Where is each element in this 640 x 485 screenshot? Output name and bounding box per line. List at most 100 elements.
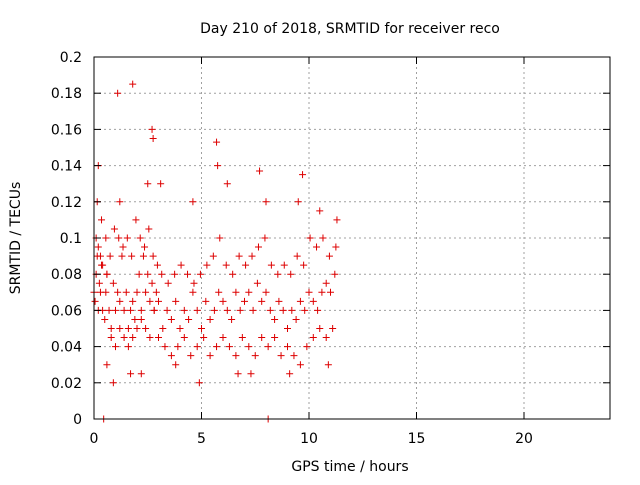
data-point	[187, 352, 195, 360]
data-point	[152, 288, 160, 296]
data-point	[318, 288, 326, 296]
data-point	[137, 370, 145, 378]
data-point	[236, 306, 244, 314]
data-point	[101, 315, 109, 323]
data-point	[288, 306, 296, 314]
data-point	[193, 343, 201, 351]
data-point	[149, 134, 157, 142]
data-point	[155, 297, 162, 305]
data-point	[222, 261, 230, 269]
data-point	[167, 352, 175, 360]
data-point	[213, 138, 221, 146]
data-point	[172, 297, 180, 305]
data-point	[280, 261, 288, 269]
data-point	[198, 325, 205, 332]
y-tick-label: 0.04	[51, 340, 82, 356]
data-point	[137, 315, 145, 323]
data-point	[91, 297, 99, 305]
x-tick-label: 10	[300, 431, 318, 447]
data-point	[144, 270, 152, 278]
data-point	[215, 288, 223, 296]
data-point	[303, 343, 311, 351]
data-point	[135, 270, 143, 278]
data-point	[172, 361, 180, 369]
data-point	[299, 171, 307, 179]
data-point	[118, 252, 126, 260]
data-point	[284, 325, 291, 332]
data-point	[277, 352, 285, 360]
data-point	[157, 180, 165, 188]
data-point	[296, 297, 304, 305]
data-point	[155, 334, 162, 342]
data-point	[258, 334, 266, 342]
data-point	[189, 198, 197, 206]
data-point	[290, 352, 298, 360]
data-point	[161, 343, 169, 351]
data-point	[159, 325, 167, 332]
data-point	[184, 270, 192, 278]
data-point	[109, 279, 117, 287]
plot-frame	[93, 56, 611, 420]
data-point	[256, 167, 264, 175]
y-tick-label: 0.18	[51, 86, 82, 102]
data-point	[262, 288, 270, 296]
data-point	[116, 198, 124, 206]
data-point	[214, 162, 222, 170]
data-point	[319, 234, 327, 242]
data-point	[174, 343, 182, 351]
data-point	[196, 270, 204, 278]
axis-ticks: 0 0.02 0.04 0.06 0.08 0.1 0.12 0.14 0.16 0.18 0.2 0…	[51, 50, 610, 447]
data-point	[107, 325, 115, 332]
data-point	[99, 261, 107, 269]
data-point	[163, 306, 171, 314]
data-point	[115, 234, 123, 242]
data-point	[247, 370, 255, 378]
data-point	[129, 80, 137, 88]
data-point	[129, 297, 137, 305]
data-point	[332, 243, 340, 251]
data-point	[287, 270, 295, 278]
data-point	[301, 306, 309, 314]
y-tick-label: 0.1	[60, 231, 82, 247]
data-point	[105, 306, 113, 314]
data-point	[241, 297, 248, 305]
data-point	[292, 315, 300, 323]
data-point	[286, 370, 294, 378]
data-point	[153, 261, 161, 269]
data-point	[228, 315, 236, 323]
data-point	[262, 198, 270, 206]
data-point	[116, 297, 124, 305]
data-point	[167, 315, 175, 323]
data-point	[206, 352, 214, 360]
data-point	[333, 216, 341, 224]
data-point	[249, 306, 257, 314]
data-point	[274, 270, 282, 278]
data-point	[293, 252, 301, 260]
data-point	[325, 252, 333, 260]
data-point	[150, 306, 158, 314]
data-point	[284, 343, 291, 351]
data-point	[122, 288, 130, 296]
data-point	[329, 325, 337, 332]
y-tick-label: 0.2	[60, 50, 82, 66]
data-point	[216, 234, 224, 242]
data-point	[109, 379, 117, 387]
y-axis-label: SRMTID / TECUs	[8, 182, 24, 295]
data-point	[98, 216, 106, 224]
data-point	[116, 325, 124, 332]
data-point	[225, 343, 233, 351]
data-point	[248, 252, 256, 260]
data-point	[232, 352, 240, 360]
data-point	[324, 361, 332, 369]
data-point	[103, 361, 111, 369]
data-point	[209, 252, 217, 260]
data-point	[120, 334, 128, 342]
y-tick-label: 0.06	[51, 303, 82, 319]
data-point	[136, 234, 144, 242]
data-point	[107, 334, 115, 342]
data-point	[316, 325, 324, 332]
data-point	[261, 234, 269, 242]
data-point	[189, 288, 197, 296]
